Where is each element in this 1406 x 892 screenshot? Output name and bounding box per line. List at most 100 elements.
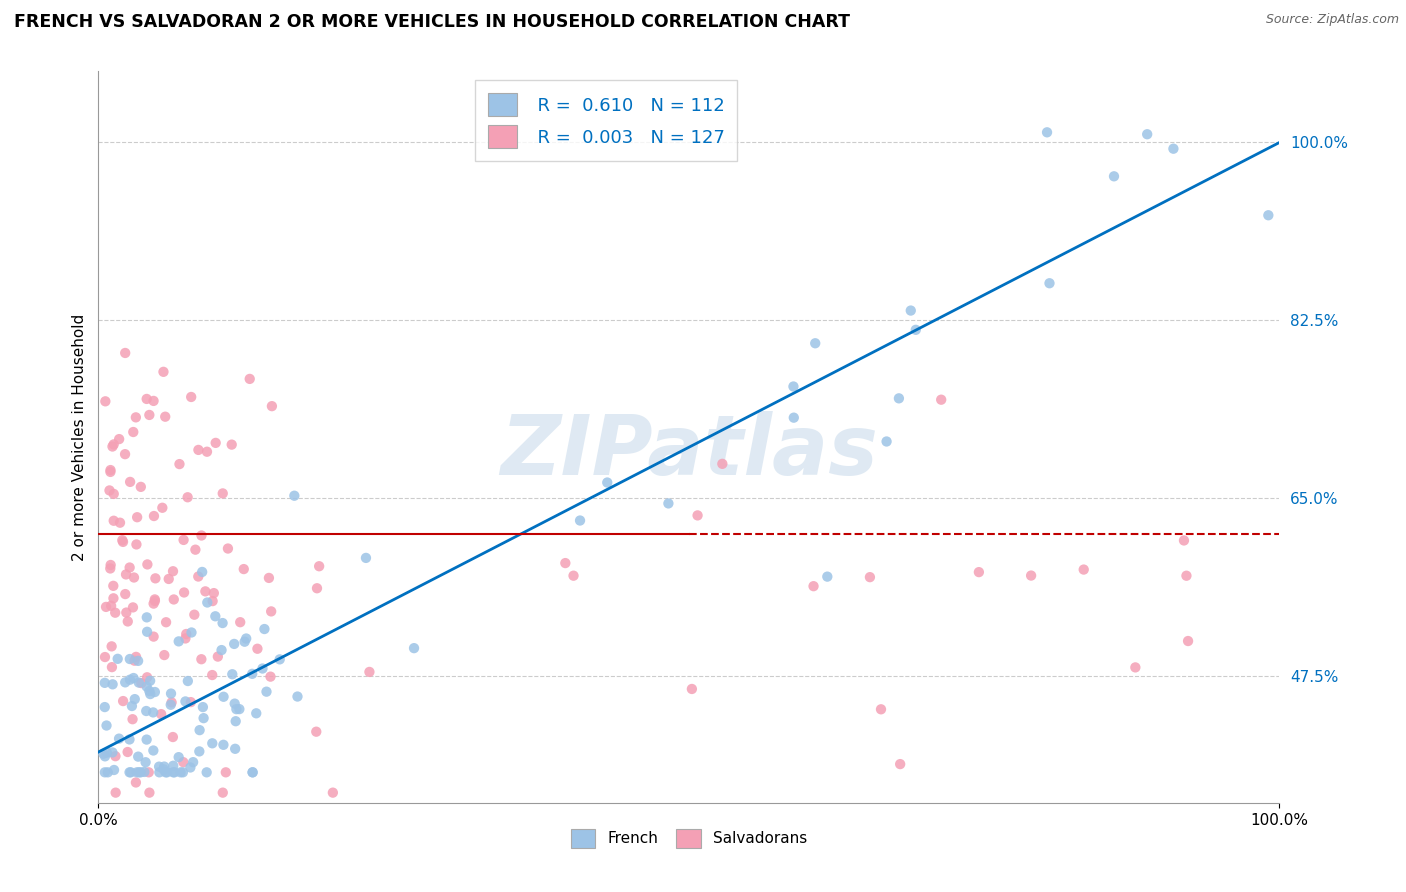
- Point: [124, 654, 146, 668]
- Point: [177, 673, 200, 688]
- Point: [242, 765, 264, 780]
- Point: [815, 569, 838, 583]
- Point: [686, 508, 709, 523]
- Point: [191, 565, 214, 579]
- Point: [108, 731, 131, 746]
- Point: [103, 514, 125, 528]
- Point: [98, 561, 121, 575]
- Point: [180, 625, 202, 640]
- Point: [195, 444, 218, 458]
- Point: [101, 440, 124, 454]
- Point: [253, 622, 276, 636]
- Point: [101, 746, 124, 760]
- Point: [139, 687, 162, 701]
- Point: [179, 760, 201, 774]
- Point: [260, 604, 283, 618]
- Point: [93, 747, 115, 761]
- Point: [121, 699, 143, 714]
- Point: [160, 687, 183, 701]
- Point: [569, 514, 592, 528]
- Point: [224, 741, 246, 756]
- Point: [167, 750, 190, 764]
- Point: [711, 457, 734, 471]
- Point: [1102, 169, 1125, 184]
- Point: [135, 610, 157, 624]
- Point: [152, 365, 174, 379]
- Y-axis label: 2 or more Vehicles in Household: 2 or more Vehicles in Household: [72, 313, 87, 561]
- Point: [129, 480, 152, 494]
- Point: [240, 666, 263, 681]
- Point: [239, 372, 262, 386]
- Point: [120, 475, 142, 489]
- Point: [180, 390, 202, 404]
- Point: [135, 704, 157, 718]
- Point: [169, 765, 191, 780]
- Point: [783, 410, 806, 425]
- Point: [153, 759, 176, 773]
- Point: [142, 743, 165, 757]
- Point: [191, 700, 214, 714]
- Point: [127, 654, 149, 668]
- Point: [155, 765, 177, 780]
- Point: [211, 643, 233, 657]
- Point: [159, 698, 181, 712]
- Point: [929, 392, 952, 407]
- Point: [124, 692, 146, 706]
- Point: [104, 749, 127, 764]
- Point: [1177, 634, 1199, 648]
- Point: [122, 425, 145, 439]
- Point: [112, 694, 135, 708]
- Point: [115, 567, 138, 582]
- Point: [183, 607, 205, 622]
- Point: [804, 336, 827, 351]
- Point: [269, 652, 291, 666]
- Point: [97, 765, 120, 780]
- Point: [138, 408, 160, 422]
- Point: [260, 399, 283, 413]
- Point: [354, 550, 377, 565]
- Point: [128, 675, 150, 690]
- Point: [127, 510, 149, 524]
- Point: [173, 585, 195, 599]
- Point: [160, 695, 183, 709]
- Point: [1257, 208, 1279, 222]
- Point: [103, 437, 125, 451]
- Point: [94, 765, 117, 780]
- Point: [246, 641, 269, 656]
- Point: [103, 487, 125, 501]
- Point: [162, 758, 184, 772]
- Point: [142, 630, 165, 644]
- Point: [194, 584, 217, 599]
- Point: [142, 597, 165, 611]
- Point: [1163, 142, 1185, 156]
- Point: [283, 489, 305, 503]
- Point: [803, 579, 825, 593]
- Point: [859, 570, 882, 584]
- Point: [107, 652, 129, 666]
- Point: [235, 632, 257, 646]
- Point: [122, 600, 145, 615]
- Point: [96, 746, 118, 760]
- Point: [887, 392, 910, 406]
- Point: [190, 652, 212, 666]
- Point: [101, 677, 124, 691]
- Point: [207, 649, 229, 664]
- Legend: French, Salvadorans: French, Salvadorans: [561, 820, 817, 857]
- Point: [215, 765, 238, 780]
- Point: [402, 641, 425, 656]
- Point: [104, 606, 127, 620]
- Point: [1038, 277, 1060, 291]
- Point: [256, 684, 278, 698]
- Point: [162, 564, 184, 578]
- Point: [322, 786, 344, 800]
- Point: [681, 681, 703, 696]
- Point: [167, 634, 190, 648]
- Point: [150, 500, 173, 515]
- Point: [169, 457, 191, 471]
- Point: [211, 786, 233, 800]
- Point: [287, 690, 309, 704]
- Point: [117, 615, 139, 629]
- Point: [204, 609, 226, 624]
- Text: ZIPatlas: ZIPatlas: [501, 411, 877, 492]
- Point: [143, 594, 166, 608]
